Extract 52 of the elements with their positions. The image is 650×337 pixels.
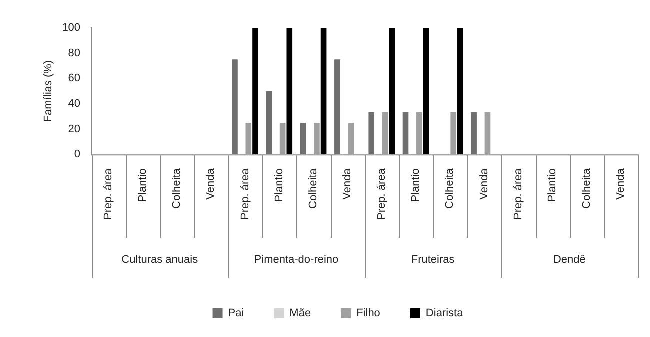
- x-tick-label: Prep. área: [102, 168, 115, 220]
- legend-label: Pai: [228, 308, 244, 320]
- x-tick-label: Venda: [205, 168, 218, 200]
- bar: [252, 28, 258, 155]
- bar: [382, 112, 388, 155]
- legend-label: Filho: [356, 308, 380, 320]
- bar: [471, 112, 477, 155]
- text: Culturas anuais: [122, 254, 199, 266]
- bar: [458, 28, 464, 155]
- text: Fruteiras: [411, 254, 456, 266]
- x-tick-label: Colheita: [308, 168, 320, 209]
- bar: [232, 60, 238, 155]
- y-tick-label: 0: [74, 148, 81, 161]
- bar: [416, 112, 422, 155]
- x-tick-label: Prep. área: [512, 168, 524, 220]
- bar: [423, 28, 430, 155]
- bar: [450, 112, 456, 155]
- y-tick-label: 60: [68, 72, 81, 85]
- bar: [389, 28, 395, 155]
- x-tick-label: Colheita: [444, 168, 456, 209]
- bar: [266, 91, 272, 155]
- x-tick-label: Plantio: [410, 168, 422, 202]
- y-tick-label: 80: [68, 47, 81, 60]
- bar: [368, 112, 375, 155]
- bar: [300, 122, 306, 155]
- y-tick-label: 100: [62, 22, 81, 34]
- x-tick-label: Colheita: [170, 168, 183, 209]
- x-tick-label: Plantio: [136, 168, 149, 202]
- x-tick-label: Plantio: [546, 168, 559, 202]
- x-tick-label: Venda: [342, 168, 354, 200]
- legend-label: Mãe: [290, 308, 312, 320]
- bar: [286, 28, 293, 155]
- bar: [280, 122, 286, 155]
- text: Pimenta-do-reino: [254, 254, 339, 266]
- x-tick-label: Colheita: [580, 168, 593, 209]
- bar: [334, 60, 340, 155]
- bar: [484, 112, 491, 155]
- x-tick-label: Plantio: [273, 168, 286, 202]
- x-tick-label: Prep. área: [239, 168, 252, 220]
- bar: [246, 122, 252, 155]
- bar: [348, 122, 354, 155]
- legend-label: Diarista: [426, 308, 464, 320]
- text: Dendê: [553, 254, 586, 266]
- bar: [402, 112, 409, 155]
- y-tick-label: 20: [68, 123, 81, 136]
- y-axis-title: Famílias (%): [42, 60, 55, 122]
- y-tick-label: 40: [68, 98, 81, 110]
- x-tick-label: Prep. área: [376, 168, 388, 220]
- bar: [320, 28, 327, 155]
- x-tick-label: Venda: [478, 168, 490, 200]
- bar: [314, 122, 320, 155]
- x-tick-label: Venda: [614, 168, 627, 200]
